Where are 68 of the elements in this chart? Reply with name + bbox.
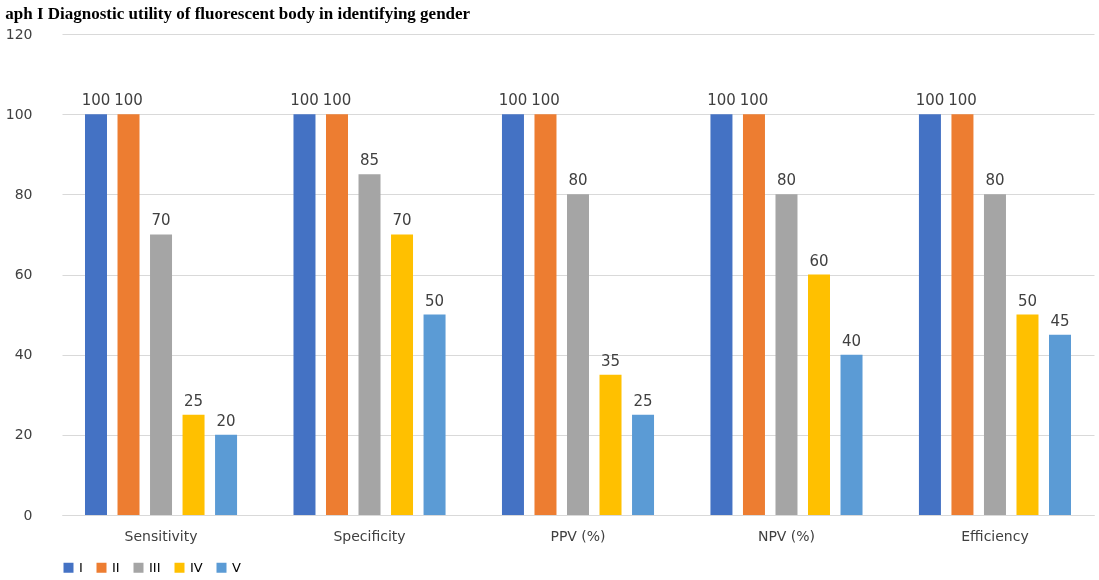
bar bbox=[534, 114, 557, 515]
bar bbox=[501, 114, 524, 515]
bar bbox=[150, 234, 173, 515]
chart-title: aph I Diagnostic utility of fluorescent body in identifying gender bbox=[5, 4, 471, 23]
data-label: 20 bbox=[216, 411, 236, 430]
y-tick-label: 60 bbox=[14, 266, 33, 282]
bar bbox=[215, 434, 238, 515]
data-label: 100 bbox=[915, 91, 945, 110]
x-tick-label: PPV (%) bbox=[550, 527, 606, 544]
bar bbox=[775, 194, 798, 515]
data-label: 100 bbox=[707, 91, 736, 110]
bar bbox=[117, 114, 140, 515]
bar bbox=[567, 194, 589, 515]
data-label: 35 bbox=[600, 351, 621, 370]
data-label: 100 bbox=[948, 91, 977, 110]
data-label: 100 bbox=[739, 91, 769, 110]
data-label: 80 bbox=[985, 171, 1005, 190]
y-tick-label: 40 bbox=[14, 346, 33, 363]
data-label: 25 bbox=[184, 391, 204, 410]
data-label: 100 bbox=[498, 91, 528, 110]
bar bbox=[840, 354, 863, 515]
data-label: 100 bbox=[290, 91, 319, 110]
legend-label: V bbox=[232, 559, 241, 575]
data-label: 70 bbox=[151, 211, 171, 230]
legend-label: I bbox=[79, 559, 83, 575]
bar bbox=[391, 234, 414, 515]
data-label: 85 bbox=[359, 151, 380, 170]
legend-label: III bbox=[149, 559, 161, 575]
data-label: 100 bbox=[322, 91, 352, 110]
data-label: 70 bbox=[392, 211, 412, 230]
y-tick-label: 20 bbox=[14, 426, 33, 443]
y-tick-label: 100 bbox=[5, 105, 33, 122]
y-tick-label: 120 bbox=[5, 25, 33, 42]
bar bbox=[710, 114, 733, 515]
data-label: 80 bbox=[568, 171, 588, 190]
y-tick-label: 80 bbox=[14, 185, 33, 202]
data-label: 80 bbox=[776, 171, 797, 190]
bar bbox=[182, 414, 205, 515]
y-tick-label: 0 bbox=[23, 506, 33, 523]
data-label: 25 bbox=[633, 391, 653, 410]
bar bbox=[742, 114, 765, 515]
bar bbox=[951, 114, 974, 515]
x-tick-label: Efficiency bbox=[961, 527, 1029, 544]
bar bbox=[632, 414, 655, 515]
data-label: 100 bbox=[114, 91, 143, 110]
bar bbox=[599, 374, 622, 515]
bar bbox=[423, 314, 446, 515]
data-label: 100 bbox=[81, 91, 111, 110]
data-label: 100 bbox=[531, 91, 560, 110]
data-label: 60 bbox=[809, 251, 829, 270]
legend-label: IV bbox=[190, 559, 203, 575]
bar bbox=[918, 114, 941, 515]
x-tick-label: NPV (%) bbox=[757, 527, 816, 544]
data-label: 45 bbox=[1050, 311, 1070, 330]
data-label: 40 bbox=[841, 331, 862, 350]
data-label: 50 bbox=[1017, 291, 1038, 310]
x-tick-label: Specificity bbox=[333, 527, 406, 544]
bar bbox=[983, 194, 1006, 515]
bar bbox=[808, 274, 830, 515]
data-label: 50 bbox=[425, 291, 445, 310]
bar bbox=[358, 174, 381, 515]
bar bbox=[1049, 334, 1071, 515]
legend-label: II bbox=[112, 559, 120, 575]
bar bbox=[293, 114, 316, 515]
x-tick-label: Sensitivity bbox=[124, 527, 198, 544]
bar bbox=[85, 114, 107, 515]
bar bbox=[326, 114, 348, 515]
bar bbox=[1016, 314, 1039, 515]
